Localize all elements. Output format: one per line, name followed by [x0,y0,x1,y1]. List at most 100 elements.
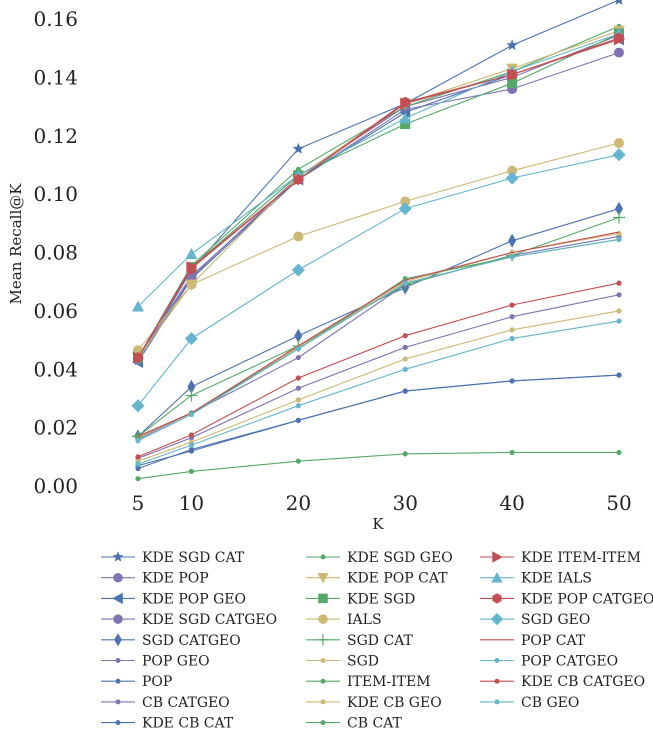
legend-label: POP CATGEO [521,654,618,670]
y-tick-label: 0.10 [33,182,78,206]
legend-label: SGD [347,654,379,670]
series-line [137,310,620,462]
series-line [137,231,620,437]
series-line [137,33,620,307]
data-point [616,449,622,456]
legend-item: KDE ITEM-ITEM [480,550,641,566]
data-point [295,458,301,464]
data-point [616,230,622,237]
data-point [132,300,144,312]
data-point [402,451,408,457]
legend-label: ITEM-ITEM [347,674,431,690]
data-point [131,399,145,413]
data-point [292,142,304,154]
data-point [295,385,301,391]
data-point [186,263,197,275]
legend-item: POP GEO [101,654,210,670]
data-point [509,336,515,342]
data-point [616,308,622,314]
data-point [318,593,328,604]
series-kde-pop-cat [132,25,625,364]
legend-label: KDE POP CAT [347,571,448,587]
series-cb-geo [135,318,622,467]
series-line [137,208,620,437]
x-tick-label: 50 [606,491,631,515]
series-line [137,320,620,465]
legend-label: IALS [347,612,382,628]
series-line [137,451,619,480]
data-point [507,165,518,176]
y-tick-label: 0.16 [33,7,78,31]
data-point [320,699,326,705]
series-line [137,154,620,407]
x-tick-label: 10 [179,491,204,515]
series-kde-cb-geo [135,308,622,464]
data-point [616,280,622,286]
data-point [402,344,408,350]
y-tick-label: 0.14 [33,65,78,89]
legend-label: POP CAT [521,633,586,649]
legend-label: KDE POP GEO [142,591,246,607]
data-point [184,332,198,346]
series-line [137,282,620,458]
data-point [115,699,121,705]
y-tick-label: 0.02 [33,416,78,440]
data-point [507,69,517,80]
y-tick-label: 0.12 [33,124,78,148]
data-point [494,678,500,684]
data-point [187,379,196,394]
data-point [509,449,515,456]
legend-item: CB CATGEO [101,695,230,711]
legend-label: SGD CATGEO [142,633,241,649]
data-point [494,658,500,663]
data-point [402,388,408,394]
legend-label: CB CATGEO [142,695,230,711]
data-point [492,593,502,604]
data-point [400,196,411,207]
data-point [402,366,408,372]
legend-item: SGD [306,654,379,670]
series-sgd-geo [131,148,626,413]
legend-label: KDE SGD [347,591,415,607]
series-pop [135,372,622,469]
x-tick-label: 30 [392,491,417,515]
data-point [291,263,305,277]
data-point [320,554,326,560]
data-point [402,333,408,339]
legend-item: KDE SGD CATGEO [101,612,277,628]
legend-item: SGD CATGEO [101,633,241,649]
y-tick-label: 0.04 [33,357,78,381]
legend-label: SGD CAT [347,633,414,649]
data-point [188,432,195,438]
y-tick-label: 0.00 [33,474,78,498]
data-point [494,699,500,705]
series-ials [133,138,624,356]
series-line [137,34,620,360]
data-point [400,119,411,130]
series-line [137,37,620,358]
series-pop-geo [135,233,622,442]
x-tick-label: 5 [132,491,145,515]
data-point [400,96,410,108]
series-cb-cat [135,449,622,482]
series-kde-sgd [133,28,624,363]
legend-label: POP [142,674,172,690]
series-line [137,294,620,459]
series-pop-cat [137,231,620,437]
legend-label: KDE CB CAT [142,716,234,732]
data-point [399,112,412,124]
series-line [137,238,620,437]
data-point [398,202,412,216]
legend-label: KDE IALS [521,571,592,587]
legend: KDE SGD CAT KDE POP KDE POP GEO KDE SGD CAT… [101,550,653,732]
data-point [185,248,198,259]
data-point [509,327,515,333]
data-point [295,354,301,361]
legend-item: POP [101,674,172,690]
data-point [614,47,624,58]
x-tick-label: 40 [499,491,524,515]
data-point [186,279,197,290]
data-point [616,318,622,324]
legend-item: SGD GEO [480,612,590,628]
data-point [295,346,301,352]
